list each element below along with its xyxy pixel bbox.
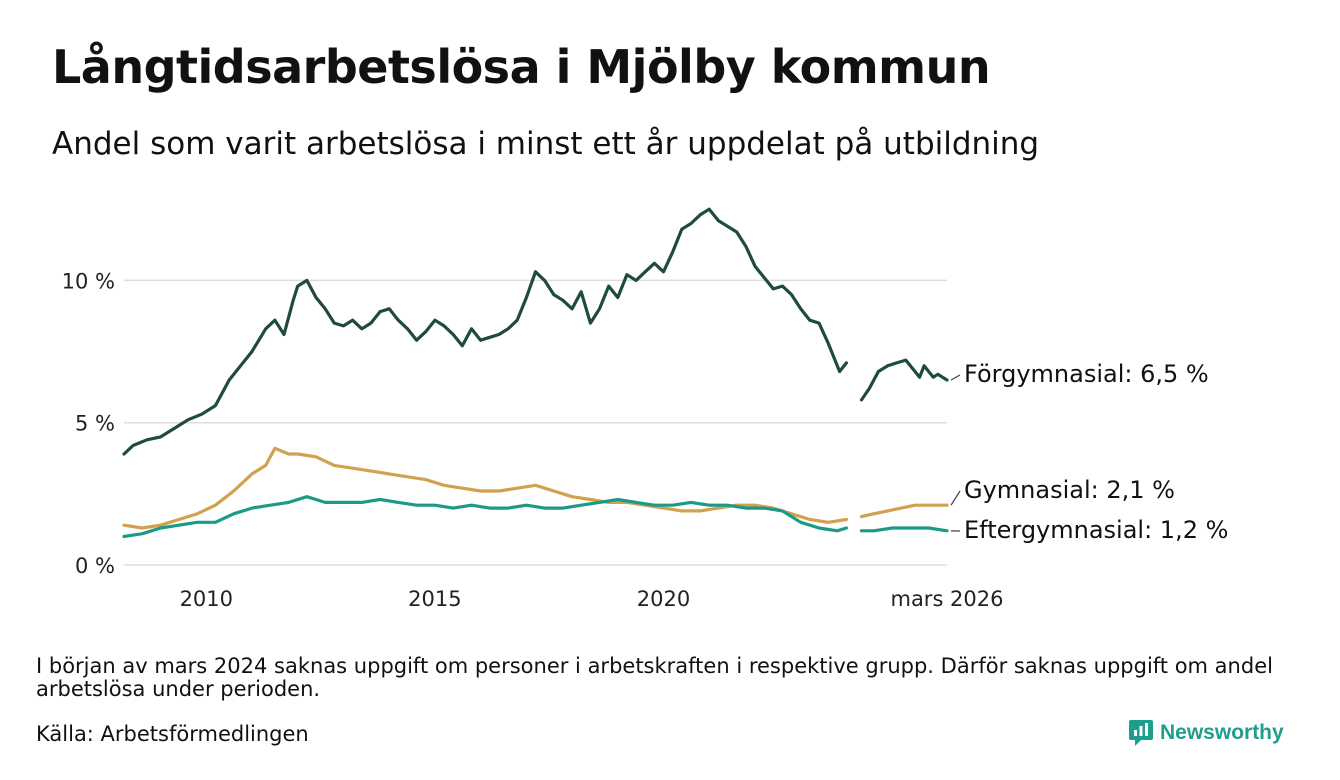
end-label-gymnasial: Gymnasial: 2,1 % <box>964 476 1175 504</box>
series-line-eftergymnasial-segment-2 <box>859 526 949 533</box>
x-tick-label: 2020 <box>637 587 690 611</box>
x-tick-label: 2015 <box>408 587 461 611</box>
y-tick-label: 0 % <box>75 554 115 578</box>
source-note: Källa: Arbetsförmedlingen <box>36 722 309 746</box>
series-line-förgymnasial-segment-1 <box>122 207 848 456</box>
series-line-gymnasial-segment-1 <box>122 446 848 530</box>
series-line-förgymnasial-segment-2 <box>859 358 949 402</box>
page-title: Långtidsarbetslösa i Mjölby kommun <box>52 40 991 94</box>
newsworthy-logo-icon <box>1129 720 1153 746</box>
line-chart: 0 % 5 % 10 % 2010 2015 2020 mars 2026 Förgymnas… <box>62 207 1228 611</box>
end-label-eftergymnasial: Eftergymnasial: 1,2 % <box>964 516 1228 544</box>
page-subtitle: Andel som varit arbetslösa i minst ett å… <box>52 126 1040 162</box>
end-label-connector <box>950 490 961 506</box>
x-tick-label: 2010 <box>180 587 233 611</box>
series-line-gymnasial-segment-2 <box>859 503 949 519</box>
brand-name: Newsworthy <box>1160 721 1284 744</box>
brand-logo[interactable]: Newsworthy <box>1128 716 1284 750</box>
footnote: I början av mars 2024 saknas uppgift om … <box>36 654 1273 701</box>
end-label-förgymnasial: Förgymnasial: 6,5 % <box>964 360 1209 388</box>
end-label-connector <box>950 374 961 381</box>
y-tick-label: 10 % <box>62 269 115 293</box>
series-line-eftergymnasial-segment-1 <box>122 495 848 539</box>
y-tick-label: 5 % <box>75 412 115 436</box>
x-tick-label: mars 2026 <box>890 587 1003 611</box>
